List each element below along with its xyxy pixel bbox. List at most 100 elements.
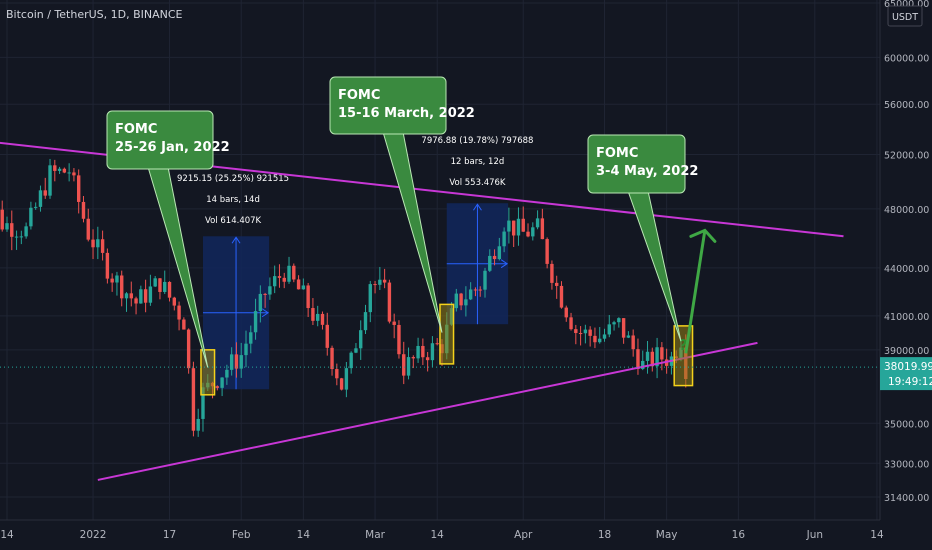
candle-body [306,285,310,309]
candle-body [91,239,95,248]
fomc-callout-text: FOMC [115,122,157,137]
candle-body [497,246,502,260]
candle-body [33,206,38,208]
x-tick-label: May [656,529,678,541]
candle-body [435,343,439,345]
candle-body [29,207,33,227]
y-tick-label: 56000.00 [884,100,929,111]
candle-body [645,351,650,361]
candle-body [201,387,205,419]
candle-body [287,265,291,282]
x-tick-label: 14 [870,529,884,541]
candle-body [167,281,172,298]
currency-label: USDT [892,12,918,23]
candle-body [598,338,602,343]
candle-body [53,165,57,171]
question-mark: ? [679,336,688,354]
candle-body [311,308,315,321]
candle-body [129,293,133,299]
candle-body [344,368,349,390]
candle-body [363,312,368,331]
candle-body [48,165,52,196]
candle-body [468,289,473,300]
candle-body [143,289,148,303]
y-tick-label: 52000.00 [884,151,929,162]
fomc-highlight-box [200,349,216,396]
candle-body [631,335,635,350]
candle-body [339,378,344,390]
candle-body [483,270,487,290]
candle-body [263,293,267,295]
candle-body [282,277,286,282]
candle-body [186,329,191,369]
candle-body [559,285,564,308]
y-tick-label: 31400.00 [884,493,929,504]
trendline-support [97,341,758,481]
candle-body [378,279,382,285]
candle-body [535,218,540,228]
candle-body [583,329,588,334]
y-tick-label: 33000.00 [884,459,929,470]
fomc-callout-text: 3-4 May, 2022 [596,164,698,179]
price-tag-value: 38019.99 [884,361,932,373]
candle-body [330,347,334,370]
candle-body [57,168,62,171]
candle-body [115,275,119,283]
candle-body [411,357,415,359]
candle-body [382,279,387,283]
callout-pointer [382,131,443,333]
candle-body [626,335,631,338]
candle-body [521,218,525,232]
measure-arrow-head [231,236,241,244]
x-tick-label: 2022 [80,529,107,541]
x-tick-label: 14 [297,529,311,541]
candle-body [564,307,568,318]
y-tick-label: 35000.00 [884,419,929,430]
candle-body [38,190,43,207]
measure-stat: Vol 553.476K [449,178,506,188]
candle-body [220,377,224,388]
candle-body [569,317,573,330]
candle-body [588,329,592,336]
candle-body [660,347,664,360]
candle-body [492,255,497,260]
candle-body [277,276,282,278]
candle-body [110,278,114,283]
candle-body [387,282,392,322]
candle-body [225,369,229,378]
x-tick-label: Mar [365,529,385,541]
candle-body [134,298,138,304]
candle-body [416,345,420,359]
y-tick-label: 39000.00 [884,346,929,357]
measure-stat: 9215.15 (25.25%) 921515 [177,174,289,184]
candle-body [5,223,9,230]
measure-arrow-head [473,203,482,211]
candle-body [617,318,621,323]
candle-body [124,293,129,299]
candle-body [301,285,306,290]
candle-body [215,386,220,388]
candle-body [272,276,277,287]
x-tick-label: 14 [431,529,445,541]
candle-body [406,357,411,376]
candle-body [191,368,196,431]
price-tag [880,357,932,391]
y-tick-label: 60000.00 [884,53,929,64]
candle-body [0,209,4,230]
candle-body [258,293,263,312]
candle-body [531,227,535,237]
candle-body [392,321,396,325]
candle-body [550,263,554,283]
candle-body [502,231,506,247]
x-tick-label: 14 [0,529,14,541]
x-tick-label: 17 [163,529,176,541]
fomc-callout-text: 25-26 Jan, 2022 [115,140,230,155]
candle-body [196,418,200,431]
measure-arrow-head [500,259,509,269]
fomc-callout [329,76,447,135]
candle-body [234,354,239,369]
candle-body [320,313,325,325]
candle-body [177,305,181,320]
candle-body [239,355,243,369]
